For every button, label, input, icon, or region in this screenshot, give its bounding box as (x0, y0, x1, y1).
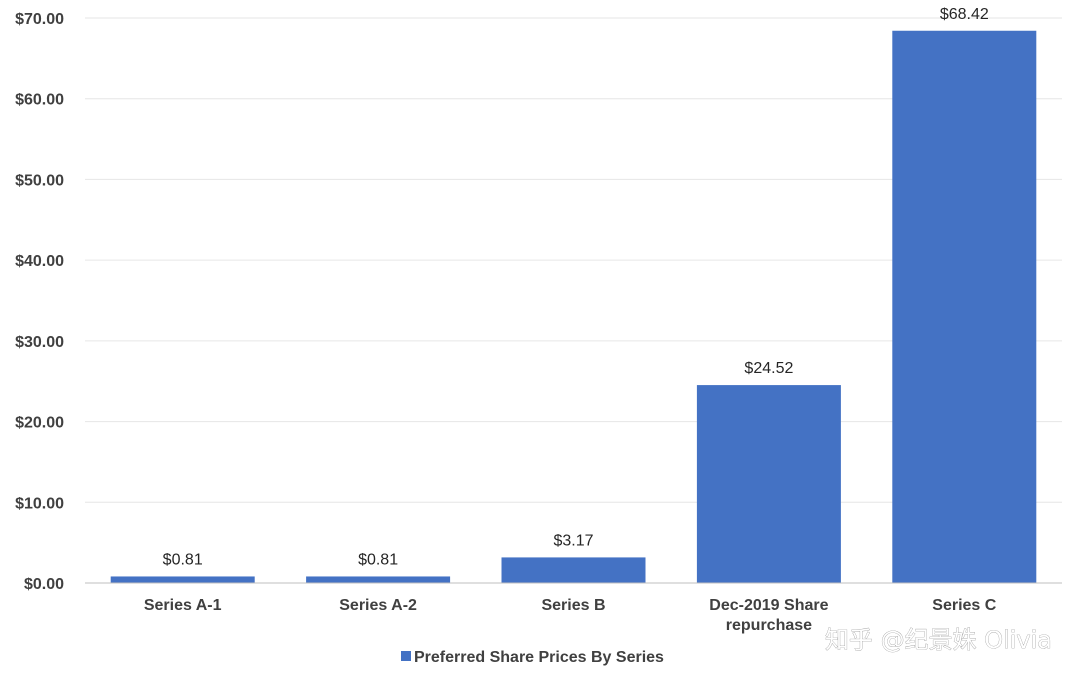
legend-label: Preferred Share Prices By Series (414, 649, 664, 666)
y-tick-label: $70.00 (15, 11, 64, 28)
y-tick-label: $30.00 (15, 334, 64, 351)
data-label: $0.81 (163, 551, 203, 568)
gridlines (85, 17, 1062, 503)
data-label: $68.42 (940, 6, 989, 23)
y-tick-label: $40.00 (15, 253, 64, 270)
data-label: $3.17 (553, 532, 593, 549)
legend-swatch (401, 651, 411, 661)
watermark-text: 知乎 @纪景姝 Olivia (825, 626, 1052, 654)
y-tick-label: $60.00 (15, 92, 64, 109)
legend: Preferred Share Prices By Series (401, 649, 664, 666)
data-label: $0.81 (358, 551, 398, 568)
x-tick-label: Series A-2 (339, 597, 417, 614)
y-tick-label: $20.00 (15, 415, 64, 432)
data-labels: $0.81 $0.81 $3.17 $24.52 $68.42 (163, 6, 989, 569)
y-axis-ticks: $0.00 $10.00 $20.00 $30.00 $40.00 $50.00 $60.0… (15, 11, 64, 593)
bar (306, 576, 451, 583)
x-tick-label: Series B (541, 597, 605, 614)
x-tick-label: Series A-1 (144, 597, 222, 614)
bar (696, 385, 841, 583)
bar (892, 30, 1037, 583)
bar (501, 557, 646, 583)
x-tick-label: Series C (932, 597, 996, 614)
y-tick-label: $50.00 (15, 172, 64, 189)
y-tick-label: $10.00 (15, 495, 64, 512)
bars (110, 30, 1037, 583)
bar (110, 576, 255, 583)
y-tick-label: $0.00 (24, 576, 64, 593)
x-axis-ticks: Series A-1 Series A-2 Series B Dec-2019 Sha… (144, 597, 997, 634)
x-tick-label: Dec-2019 Share repurchase (709, 597, 828, 634)
data-label: $24.52 (744, 360, 793, 377)
